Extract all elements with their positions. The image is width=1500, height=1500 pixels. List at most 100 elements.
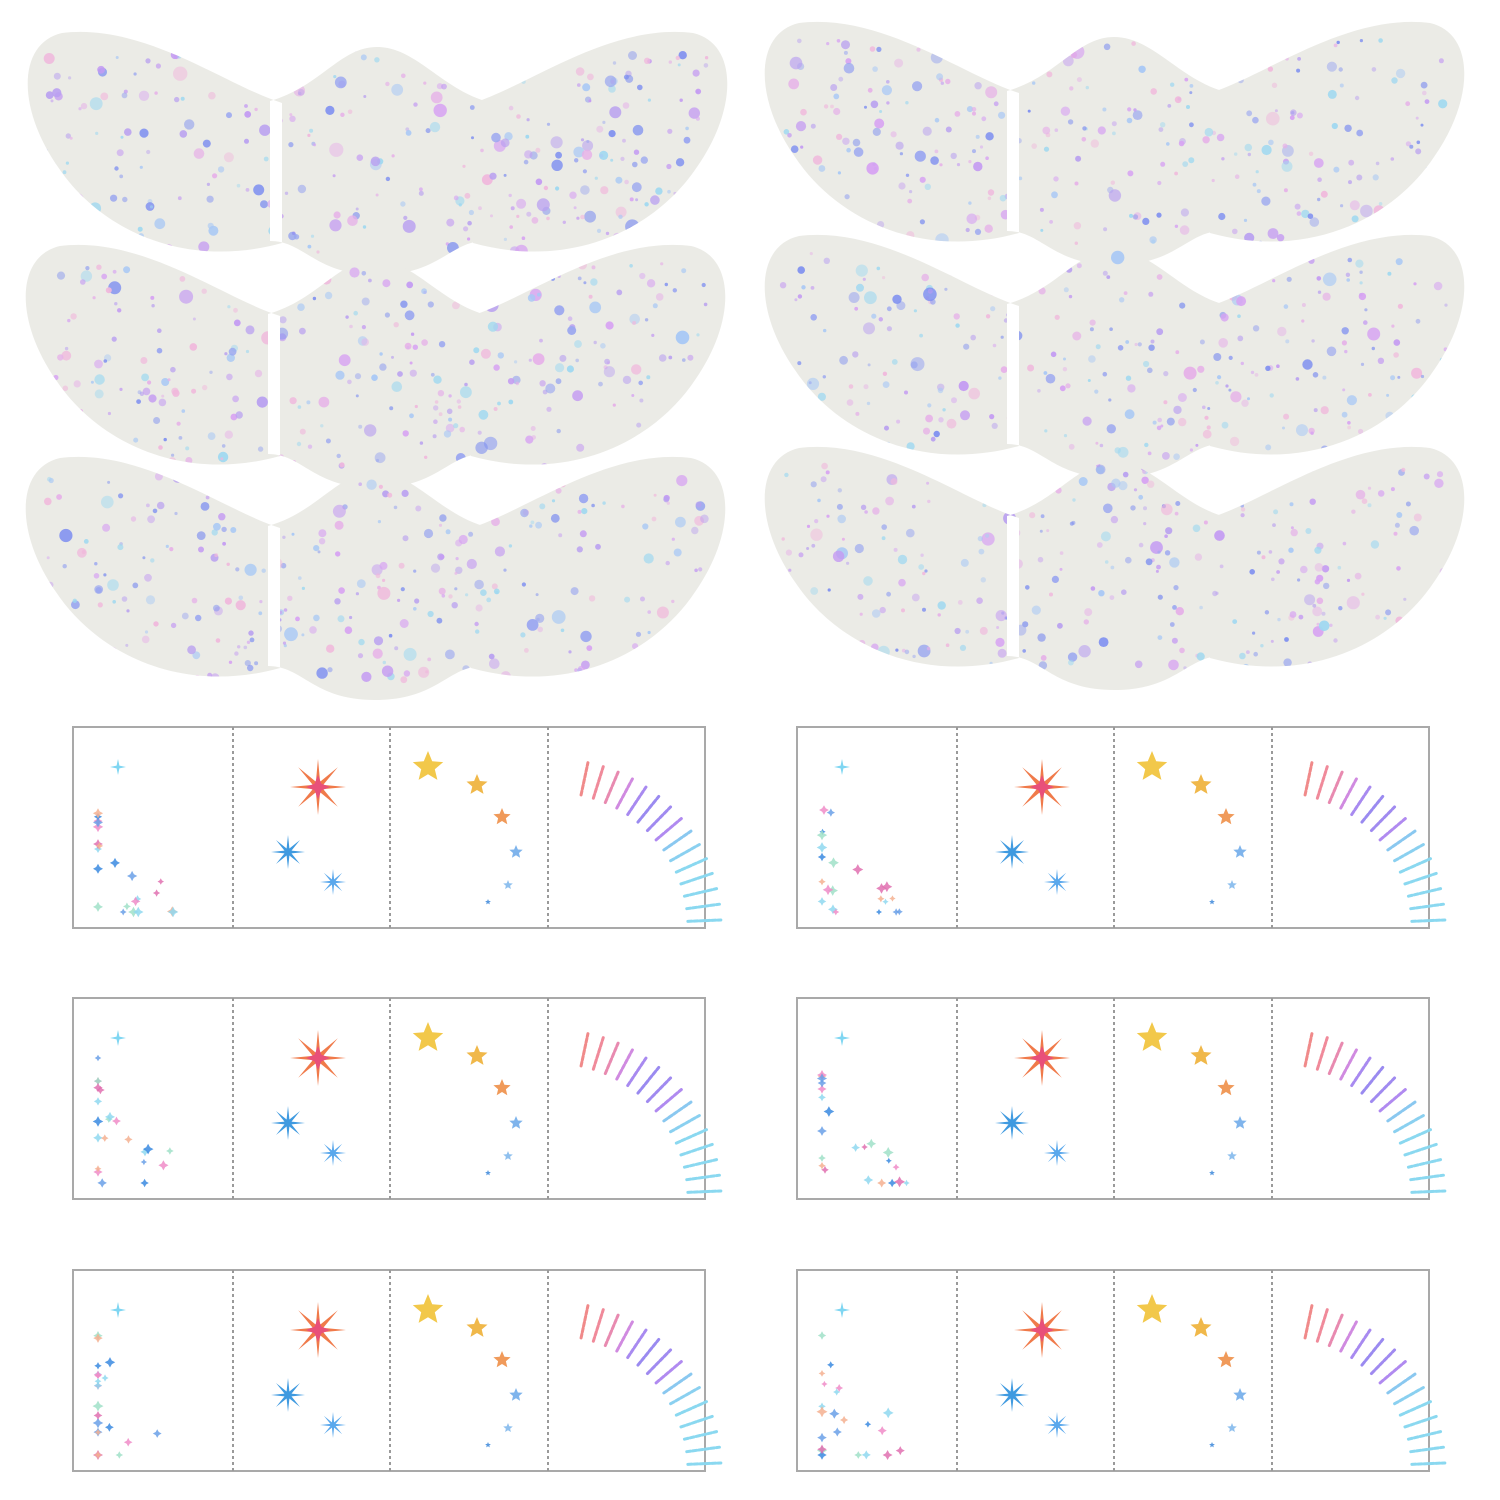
glitter-dot — [1156, 564, 1161, 570]
glitter-dot — [1278, 558, 1285, 565]
glitter-dot — [399, 619, 409, 628]
glitter-dot — [576, 546, 583, 553]
glitter-dot — [1308, 151, 1314, 156]
glitter-dot — [1413, 513, 1422, 522]
glitter-dot — [1270, 639, 1274, 643]
dot — [158, 1160, 169, 1171]
glitter-dot — [1029, 512, 1036, 519]
glitter-dot — [640, 156, 648, 164]
glitter-dot — [1411, 367, 1423, 379]
ray — [1350, 1056, 1372, 1088]
glitter-dot — [490, 214, 493, 218]
glitter-dot — [336, 453, 341, 459]
glitter-dot — [632, 124, 644, 136]
glitter-dot — [991, 422, 998, 429]
glitter-dot — [334, 598, 341, 605]
glitter-dot — [955, 323, 960, 328]
glitter-dot — [1359, 270, 1363, 274]
glitter-dot — [503, 568, 507, 572]
ray — [662, 1100, 693, 1123]
glitter-dot — [150, 295, 155, 300]
glitter-dot — [1346, 596, 1360, 610]
glitter-dot — [985, 314, 991, 319]
glitter-dot — [1377, 490, 1385, 497]
glitter-dot — [1401, 467, 1406, 472]
ray — [1327, 1313, 1344, 1348]
panel-dots — [92, 1302, 162, 1460]
glitter-dot — [401, 73, 406, 79]
glitter-dot — [822, 375, 826, 379]
glitter-dot — [387, 492, 393, 498]
glitter-dot — [1253, 651, 1258, 657]
glitter-dot — [551, 499, 556, 503]
glitter-dot — [356, 579, 366, 588]
glitter-dot — [1346, 278, 1350, 282]
glitter-dot — [244, 111, 252, 118]
dot — [93, 1097, 103, 1106]
glitter-dot — [355, 394, 359, 398]
glitter-dot — [362, 225, 367, 229]
glitter-dot — [508, 193, 512, 198]
glitter-dot — [1225, 384, 1229, 388]
dot — [104, 1357, 116, 1368]
glitter-dot — [349, 267, 360, 278]
glitter-dot — [340, 112, 345, 118]
glitter-dot — [1057, 622, 1063, 629]
strip-border — [72, 726, 706, 929]
glitter-dot — [144, 573, 152, 582]
glitter-dot — [235, 411, 243, 419]
glitter-dot — [779, 282, 787, 289]
glitter-dot — [347, 215, 358, 226]
glitter-dot — [1294, 203, 1301, 210]
ray — [1369, 805, 1397, 833]
glitter-dot — [284, 627, 298, 642]
glitter-dot — [316, 667, 328, 679]
glitter-dot — [1202, 136, 1210, 144]
glitter-dot — [535, 147, 541, 153]
glitter-dot — [254, 107, 258, 112]
glitter-dot — [142, 556, 146, 560]
glitter-dot — [925, 414, 933, 423]
glitter-dot — [486, 597, 492, 603]
glitter-dot — [1249, 569, 1255, 575]
glitter-dot — [1031, 605, 1041, 615]
glitter-dot — [1320, 190, 1328, 198]
glitter-dot — [596, 228, 602, 233]
glitter-dot — [1032, 81, 1036, 85]
glitter-dot — [866, 401, 871, 406]
dot — [817, 1126, 827, 1136]
glitter-dot — [80, 102, 88, 110]
glitter-dot — [59, 528, 73, 543]
panel-rays — [1303, 1304, 1447, 1466]
ray — [1369, 1348, 1397, 1376]
glitter-dot — [463, 226, 469, 232]
glitter-dot — [1037, 633, 1046, 642]
glitter-dot — [226, 373, 233, 381]
glitter-dot — [1360, 204, 1373, 218]
glitter-dot — [414, 404, 418, 409]
star — [1136, 1022, 1168, 1051]
glitter-dot — [474, 621, 479, 627]
glitter-dot — [874, 118, 885, 129]
glitter-dot — [704, 56, 709, 60]
glitter-dot — [524, 648, 529, 653]
glitter-dot — [177, 196, 182, 201]
dot — [816, 842, 828, 853]
dot — [829, 1408, 840, 1419]
glitter-dot — [620, 156, 625, 161]
dot — [119, 908, 127, 916]
sparkle — [306, 1318, 330, 1342]
glitter-dot — [945, 643, 950, 647]
glitter-dot — [810, 286, 815, 290]
glitter-dot — [521, 236, 526, 240]
glitter-dot — [572, 390, 583, 402]
glitter-dot — [139, 165, 143, 169]
glitter-dot — [1347, 421, 1351, 425]
glitter-dot — [602, 501, 606, 505]
glitter-dot — [1422, 90, 1427, 96]
glitter-dot — [454, 571, 458, 575]
glitter-dot — [999, 194, 1007, 202]
glitter-dot — [898, 182, 906, 190]
glitter-dot — [1370, 540, 1380, 549]
glitter-dot — [85, 266, 90, 271]
